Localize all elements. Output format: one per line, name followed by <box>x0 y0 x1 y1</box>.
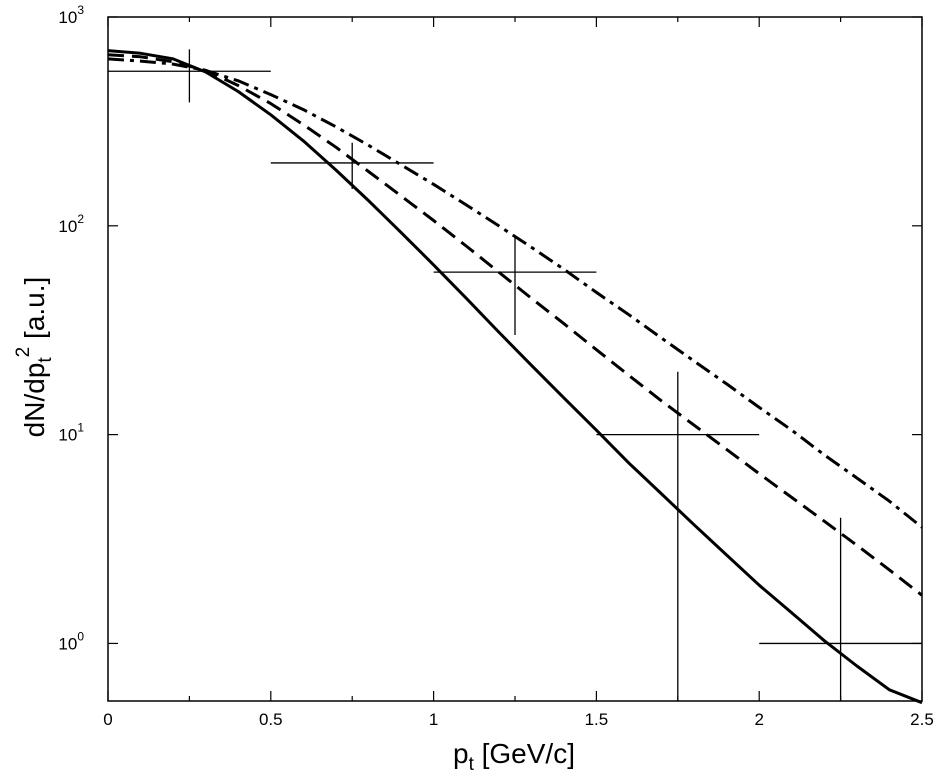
y-tick-label-exp: 2 <box>77 212 84 226</box>
x-axis-title-rest: [GeV/c] <box>474 738 575 769</box>
x-axis-title: pt [GeV/c] <box>453 738 575 775</box>
plot-area <box>107 49 923 705</box>
x-axis-title-main: p <box>453 738 469 769</box>
y-axis-title: dN/dpt2 [a.u.] <box>13 277 56 438</box>
y-tick-label: 101 <box>58 421 84 445</box>
series-line-solid <box>107 49 923 705</box>
y-tick-label-exp: 0 <box>77 629 84 643</box>
x-tick-label: 2.5 <box>910 710 934 729</box>
x-tick-label: 2 <box>754 710 763 729</box>
y-tick-label-base: 10 <box>58 217 77 236</box>
series-line-dashed <box>107 53 923 597</box>
y-axis-title-sub: t <box>35 357 56 363</box>
x-tick-label: 0 <box>103 710 112 729</box>
data-point <box>759 517 922 701</box>
plot-frame <box>107 16 923 702</box>
data-point <box>108 49 271 103</box>
data-point <box>596 371 760 701</box>
y-tick-label-exp: 1 <box>77 421 84 435</box>
y-tick-label: 100 <box>58 629 84 653</box>
x-tick-label: 1 <box>429 710 438 729</box>
y-axis-title-sup: 2 <box>13 347 34 358</box>
y-axis-title-main: dN/dp <box>19 363 50 438</box>
y-tick-label-exp: 3 <box>77 3 84 17</box>
axis-ticks <box>107 16 923 701</box>
y-axis-title-rest: [a.u.] <box>19 277 50 347</box>
y-tick-label: 103 <box>58 3 84 27</box>
x-tick-label: 0.5 <box>259 710 283 729</box>
y-tick-label-base: 10 <box>58 426 77 445</box>
x-axis-title-sub: t <box>469 754 475 775</box>
y-tick-label-base: 10 <box>58 8 77 27</box>
data-point <box>270 142 434 190</box>
data-point <box>433 235 597 335</box>
x-tick-labels: 0 0.5 1 1.5 2 2.5 <box>103 710 934 729</box>
y-tick-label-base: 10 <box>58 634 77 653</box>
x-tick-label: 1.5 <box>585 710 609 729</box>
y-tick-label: 102 <box>58 212 84 236</box>
